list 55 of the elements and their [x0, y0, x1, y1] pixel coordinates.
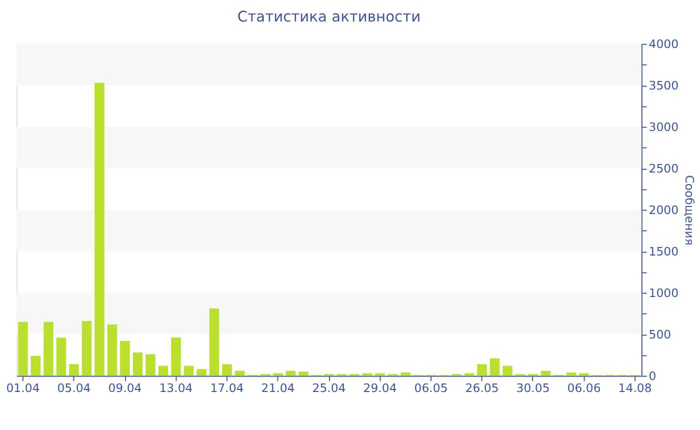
y-axis-title: Сообщения	[682, 175, 696, 246]
bar	[298, 372, 308, 376]
bar	[273, 373, 283, 376]
bar	[234, 370, 245, 376]
bar	[146, 354, 156, 376]
x-tick-label: 14.08	[618, 380, 652, 395]
bar	[120, 340, 130, 376]
bar	[540, 370, 551, 376]
bar	[18, 322, 28, 376]
x-tick-label: 17.04	[210, 380, 244, 395]
bar	[158, 366, 168, 376]
bar	[94, 82, 104, 376]
x-tick-label: 30.05	[516, 380, 550, 395]
y-tick-label: 1500	[648, 244, 679, 259]
x-tick-label: 01.04	[6, 380, 40, 395]
bar	[44, 322, 54, 376]
bar	[171, 338, 181, 376]
bar	[69, 364, 79, 376]
bar	[400, 372, 410, 376]
y-tick-label: 1000	[648, 286, 679, 300]
bar	[375, 373, 385, 376]
bar	[464, 373, 474, 376]
bar	[362, 373, 372, 376]
y-tick-label: 3500	[648, 78, 679, 93]
y-tick-label: 3000	[648, 120, 679, 134]
bar	[490, 358, 500, 376]
x-tick-label: 13.04	[159, 380, 193, 395]
bar	[566, 372, 576, 376]
y-tick-label: 2000	[648, 203, 679, 218]
bar	[184, 366, 194, 376]
bar	[209, 308, 220, 376]
bar	[286, 370, 296, 376]
x-tick-label: 26.05	[465, 380, 499, 395]
x-tick-label: 29.04	[363, 380, 397, 395]
bar	[477, 364, 487, 376]
bar	[107, 324, 118, 376]
x-tick-label: 05.04	[57, 380, 91, 395]
bar	[196, 369, 206, 376]
y-tick-label: 2500	[648, 162, 679, 176]
y-tick-label: 0	[648, 369, 656, 384]
bar	[30, 356, 41, 376]
x-tick-label: 06.05	[414, 380, 448, 395]
bar	[502, 366, 512, 376]
y-tick-label: 500	[648, 328, 672, 342]
bar	[82, 321, 92, 376]
x-tick-label: 25.04	[312, 380, 346, 395]
y-tick-label: 4000	[648, 37, 679, 52]
x-tick-label: 21.04	[261, 380, 295, 395]
chart-title: Статистика активности	[237, 8, 421, 26]
bar	[579, 373, 589, 376]
x-tick-label: 09.04	[108, 380, 142, 395]
x-tick-label: 06.06	[567, 380, 601, 395]
bar	[132, 352, 143, 376]
bar	[56, 338, 66, 376]
bar	[222, 364, 232, 376]
